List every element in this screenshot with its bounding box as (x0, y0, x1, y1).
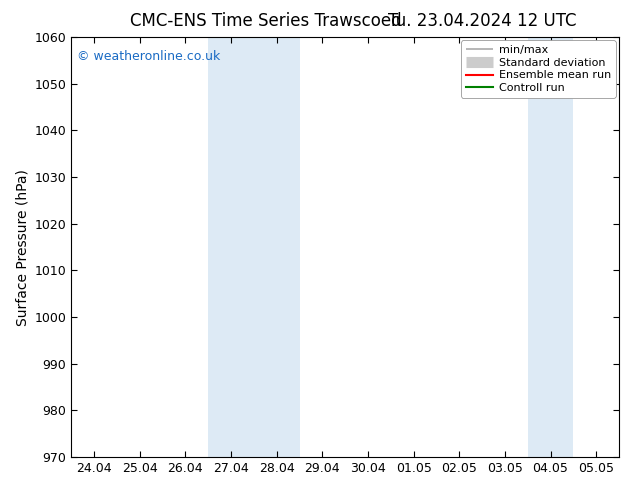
Text: Tu. 23.04.2024 12 UTC: Tu. 23.04.2024 12 UTC (387, 12, 576, 30)
Text: CMC-ENS Time Series Trawscoed: CMC-ENS Time Series Trawscoed (131, 12, 402, 30)
Text: © weatheronline.co.uk: © weatheronline.co.uk (77, 50, 220, 63)
Bar (208, 37, 299, 457)
Bar (527, 37, 573, 457)
Y-axis label: Surface Pressure (hPa): Surface Pressure (hPa) (15, 169, 29, 325)
Legend: min/max, Standard deviation, Ensemble mean run, Controll run: min/max, Standard deviation, Ensemble me… (461, 41, 616, 98)
